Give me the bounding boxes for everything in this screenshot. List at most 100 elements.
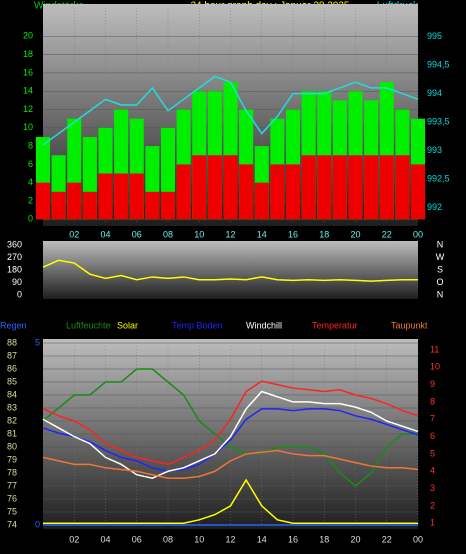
bar bbox=[51, 191, 66, 220]
bar bbox=[410, 164, 426, 220]
y-tick-label: 86 bbox=[7, 363, 17, 373]
y-tick-label: 90 bbox=[12, 277, 22, 287]
y-tick-label: 75 bbox=[7, 506, 17, 516]
y2-tick-label: 9 bbox=[430, 379, 435, 389]
x-tick-label: 02 bbox=[69, 534, 79, 544]
bar bbox=[270, 164, 285, 220]
bar bbox=[285, 164, 301, 220]
y-tick-label: 83 bbox=[7, 402, 17, 412]
bar bbox=[114, 173, 129, 220]
y2-tick-label: 1 bbox=[430, 518, 435, 528]
legend-label: Taupunkt bbox=[391, 320, 428, 330]
y2-tick-label: 3 bbox=[430, 483, 435, 493]
x-tick-label: 20 bbox=[350, 534, 360, 544]
y-tick-label: 12 bbox=[23, 104, 33, 114]
y3-tick-label: 0 bbox=[35, 519, 40, 529]
x-tick-label: 16 bbox=[288, 534, 298, 544]
y-tick-label: 0 bbox=[17, 289, 22, 299]
y2-tick-label: 2 bbox=[430, 500, 435, 510]
x-tick-label: 00 bbox=[413, 229, 423, 239]
x-tick-label: 12 bbox=[225, 534, 235, 544]
y2-tick-label: 4 bbox=[430, 466, 435, 476]
bar bbox=[348, 155, 363, 220]
y-tick-label: 8 bbox=[28, 140, 33, 150]
x-tick-label: 08 bbox=[163, 229, 173, 239]
bar bbox=[176, 164, 191, 220]
y2-tick-label: 994,5 bbox=[427, 59, 450, 69]
x-tick-label: 18 bbox=[319, 534, 329, 544]
x-tick-label: 14 bbox=[257, 229, 267, 239]
x-tick-label: 02 bbox=[69, 229, 79, 239]
bar bbox=[129, 173, 144, 220]
x-tick-label: 04 bbox=[100, 534, 110, 544]
legend-label: Solar bbox=[117, 320, 138, 330]
x-tick-label: 14 bbox=[257, 534, 267, 544]
y-tick-label: 81 bbox=[7, 428, 17, 438]
bar bbox=[192, 155, 207, 220]
x-tick-label: 10 bbox=[194, 229, 204, 239]
series-line bbox=[42, 408, 419, 473]
bar bbox=[160, 191, 176, 220]
y2-tick-label: 992,5 bbox=[427, 174, 450, 184]
y-tick-label: 88 bbox=[7, 337, 17, 347]
y2-tick-label: 992 bbox=[427, 202, 442, 212]
bar bbox=[317, 155, 332, 220]
series-line bbox=[42, 380, 419, 466]
series-line bbox=[42, 368, 418, 487]
x-tick-label: 22 bbox=[382, 534, 392, 544]
y2-tick-label: O bbox=[436, 277, 443, 287]
y2-tick-label: W bbox=[436, 252, 445, 262]
x-tick-label: 12 bbox=[225, 229, 235, 239]
legend-label: Regen bbox=[0, 320, 27, 330]
x-tick-label: 08 bbox=[163, 534, 173, 544]
y-tick-label: 10 bbox=[23, 122, 33, 132]
bar bbox=[254, 182, 269, 220]
y3-tick-label: 5 bbox=[35, 337, 40, 347]
y-tick-label: 80 bbox=[7, 441, 17, 451]
x-tick-label: 16 bbox=[288, 229, 298, 239]
y-tick-label: 2 bbox=[28, 195, 33, 205]
y2-tick-label: 6 bbox=[430, 431, 435, 441]
bar bbox=[332, 155, 347, 220]
series-line bbox=[42, 259, 418, 282]
y2-tick-label: 995 bbox=[427, 31, 442, 41]
y-tick-label: 79 bbox=[7, 454, 17, 464]
y-tick-label: 76 bbox=[7, 493, 17, 503]
series-line bbox=[42, 449, 419, 479]
y-tick-label: 77 bbox=[7, 480, 17, 490]
x-tick-label: 06 bbox=[132, 534, 142, 544]
bar bbox=[35, 182, 51, 220]
y-tick-label: 82 bbox=[7, 415, 17, 425]
y2-tick-label: 5 bbox=[430, 448, 435, 458]
x-tick-label: 04 bbox=[100, 229, 110, 239]
y2-tick-label: 8 bbox=[430, 396, 435, 406]
y-tick-label: 16 bbox=[23, 67, 33, 77]
y-tick-label: 14 bbox=[23, 86, 33, 96]
y-tick-label: 180 bbox=[7, 264, 22, 274]
y-tick-label: 0 bbox=[28, 214, 33, 224]
y2-tick-label: S bbox=[437, 264, 443, 274]
legend-label: Luftfeuchte bbox=[66, 320, 111, 330]
legend-label: Temperatur bbox=[312, 320, 358, 330]
legend-label: Temp Boden bbox=[172, 320, 223, 330]
bar bbox=[239, 164, 254, 220]
y-tick-label: 6 bbox=[28, 159, 33, 169]
y2-tick-label: N bbox=[437, 289, 444, 299]
bar bbox=[82, 191, 97, 220]
y2-tick-label: 993,5 bbox=[427, 117, 450, 127]
legend-label: Windchill bbox=[246, 320, 282, 330]
bar bbox=[379, 155, 394, 220]
y2-tick-label: 994 bbox=[427, 88, 442, 98]
series-line bbox=[42, 390, 419, 479]
bar bbox=[207, 155, 222, 220]
bar bbox=[98, 173, 113, 220]
x-tick-label: 06 bbox=[132, 229, 142, 239]
series-line bbox=[42, 75, 419, 146]
y2-tick-label: 993 bbox=[427, 145, 442, 155]
y-tick-label: 18 bbox=[23, 49, 33, 59]
bar bbox=[395, 155, 410, 220]
bar bbox=[301, 155, 316, 220]
x-tick-label: 20 bbox=[350, 229, 360, 239]
plot-background bbox=[43, 241, 418, 299]
y-tick-label: 87 bbox=[7, 350, 17, 360]
